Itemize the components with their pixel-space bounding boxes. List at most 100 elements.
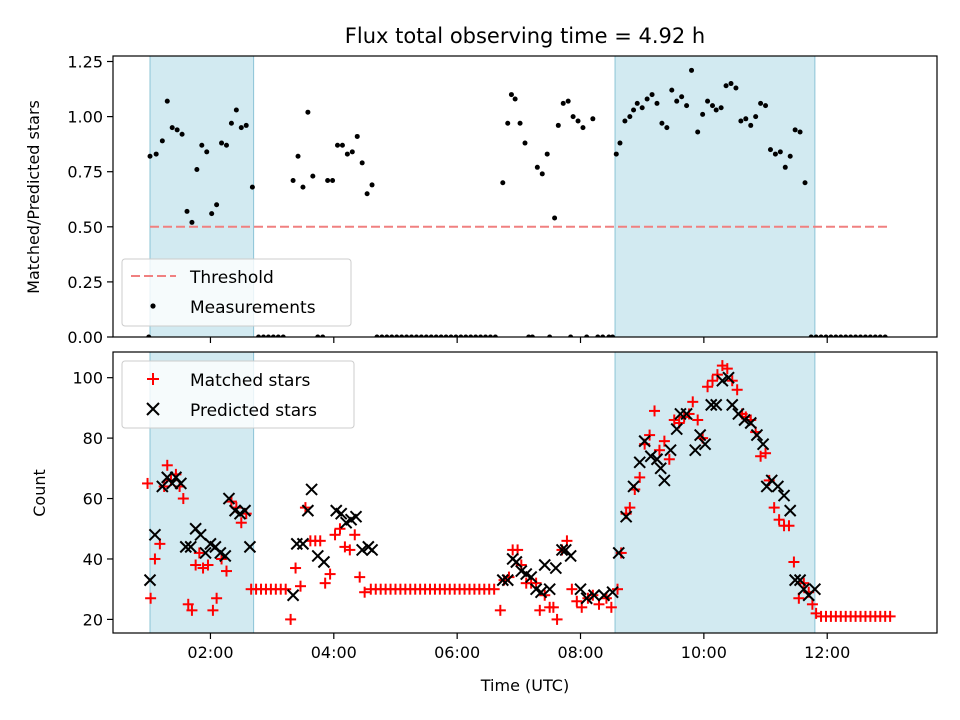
measurement-point [634,100,640,106]
measurement-point [359,160,365,166]
measurement-point [679,94,685,100]
predicted-star-point [644,450,658,463]
matched-star-point [182,598,194,610]
matched-star-point [571,595,583,607]
measurement-point [627,114,633,120]
bottom-y-axis-label: Count [30,469,49,517]
matched-stars-points [142,360,896,625]
measurement-point [256,334,262,337]
measurement-point [818,334,824,337]
predicted-star-point [777,489,791,502]
measurement-point [695,129,701,135]
predicted-star-point [156,480,169,493]
measurement-point [433,334,439,337]
measurement-point [709,103,715,109]
matched-star-point [547,601,559,613]
top-shaded-spans [149,56,816,337]
predicted-star-point [633,456,646,469]
y-tick-label: 80 [83,429,103,448]
predicted-star-point [664,443,677,457]
measurement-point [270,334,276,337]
measurement-point [882,334,888,337]
predicted-star-point [305,483,318,496]
measurement-point [280,334,286,337]
matched-star-point [145,592,157,604]
measurement-point [700,111,706,117]
matched-star-point [773,514,785,526]
matched-star-point [551,613,563,625]
matched-star-point [190,559,202,571]
measurement-point [164,98,170,104]
measurement-point [802,180,808,186]
measurement-point [315,334,321,337]
measurement-point [214,202,220,208]
predicted-star-point [627,480,640,493]
predicted-star-point [771,480,785,493]
measurement-point [669,87,675,93]
predicted-stars-points [143,371,822,605]
measurement-point [823,334,829,337]
matched-star-point [211,592,223,604]
measurement-point [570,114,576,120]
predicted-star-point [619,510,633,523]
y-tick-label: 100 [72,369,103,388]
measurement-point [555,122,561,128]
measurement-point [575,118,581,124]
measurement-points [146,67,888,337]
predicted-star-point [574,582,587,596]
measurement-point [877,334,883,337]
predicted-star-point [793,573,807,587]
measurement-point [705,98,711,104]
measurement-point [568,334,574,337]
measurement-point [580,125,586,131]
measurement-point [777,149,783,155]
predicted-star-point [179,540,192,554]
measurement-point [153,151,159,157]
measurement-point [219,140,225,146]
predicted-star-point [365,543,379,557]
measurement-point [674,98,680,104]
measurement-point [718,105,724,111]
matched-star-point [605,601,617,613]
measurement-point [374,334,380,337]
measurement-point [409,334,415,337]
measurement-point [728,81,734,87]
predicted-star-point [738,413,751,427]
measurement-point [792,127,798,133]
matched-star-point [354,571,366,583]
measurement-point [828,334,834,337]
measurement-point [295,153,301,159]
matched-star-point [788,556,800,568]
measurement-point [260,334,266,337]
measurement-point [209,211,215,217]
measurement-point [534,164,540,170]
measurement-point [330,178,336,184]
measurement-point [194,167,200,173]
predicted-star-point [606,586,619,599]
matched-star-point [202,559,214,571]
predicted-star-point [296,537,310,551]
predicted-star-point [597,589,611,602]
measurement-point [320,334,326,337]
measurement-point [344,151,350,157]
measurement-point [606,334,612,337]
y-tick-label: 1.00 [67,108,103,127]
measurement-point [290,178,296,184]
predicted-star-point [238,504,252,517]
measurement-point [243,122,249,128]
measurement-point [552,215,558,221]
shaded-span [614,56,816,337]
measurement-point [189,219,195,225]
y-tick-label: 0.75 [67,163,103,182]
chart-title: Flux total observing time = 4.92 h [345,24,705,48]
predicted-star-point [580,592,593,605]
measurement-point [492,334,498,337]
bottom-y-ticks: 20 40 60 80 100 [72,369,113,629]
measurement-point [453,334,459,337]
bottom-legend-box [121,360,355,429]
measurement-point [448,334,454,337]
x-tick-label: 06:00 [434,643,480,662]
top-y-axis-label: Matched/Predicted stars [24,100,43,294]
measurement-point [838,334,844,337]
